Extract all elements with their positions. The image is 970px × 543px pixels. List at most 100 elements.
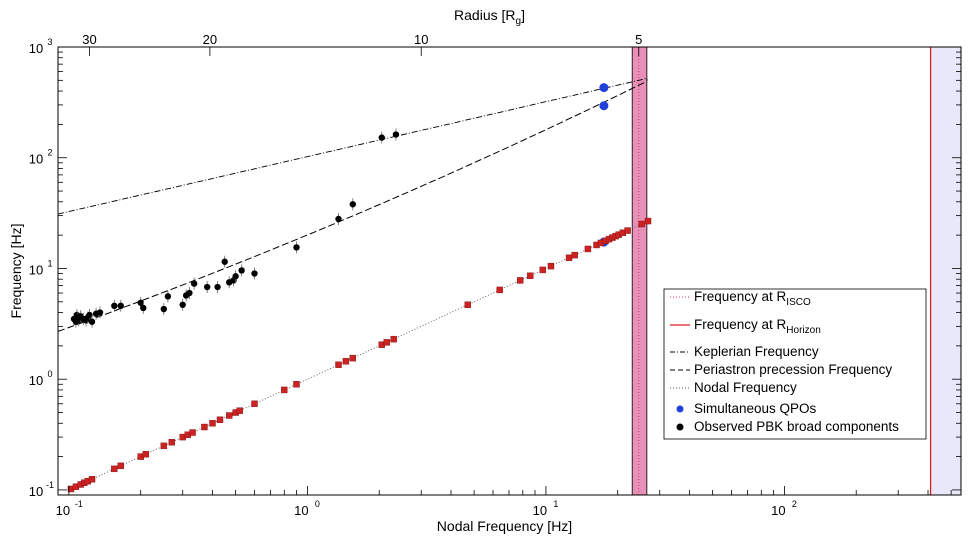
nodal-point — [390, 335, 397, 343]
pbk-point — [96, 309, 104, 316]
nodal-point — [160, 442, 168, 450]
pbk-point — [293, 244, 300, 251]
x-axis-label: Nodal Frequency [Hz] — [437, 518, 572, 534]
top-axis-label: Radius [Rg] — [454, 7, 525, 27]
legend-label: Periastron precession Frequency — [694, 362, 892, 377]
nodal-point — [516, 277, 524, 284]
plot-frame — [57, 46, 962, 496]
legend: Frequency at RISCO Frequency at RHorizon K… — [663, 288, 927, 440]
pbk-point — [238, 267, 245, 274]
nodal-point — [527, 272, 534, 279]
legend-swatch-pbk — [676, 423, 684, 431]
x-tick-label: 10 — [294, 503, 308, 518]
nodal-point — [216, 416, 224, 423]
y-tick-exponent: 1 — [47, 258, 52, 268]
top-tick-label: 5 — [635, 32, 642, 47]
pbk-point — [160, 305, 168, 313]
pbk-point — [232, 273, 239, 280]
pbk-point — [164, 293, 172, 300]
pbk-point — [88, 318, 96, 325]
pbk-point — [214, 283, 221, 291]
nodal-point — [644, 217, 652, 225]
x-tick-exponent: 2 — [792, 499, 797, 509]
y-tick-label: 10 — [29, 41, 43, 56]
x-tick-label: 10 — [771, 503, 785, 518]
keplerian-curve — [57, 77, 648, 215]
nodal-point — [539, 266, 546, 274]
y-tick-label: 10 — [29, 484, 43, 499]
legend-label: Simultaneous QPOs — [694, 401, 817, 416]
nodal-point — [209, 420, 216, 427]
pbk-point — [179, 301, 186, 308]
nodal-point — [168, 438, 175, 446]
nodal-point — [349, 354, 357, 362]
pbk-point — [137, 299, 144, 306]
y-tick-label: 10 — [29, 262, 43, 277]
y-tick-label: 10 — [29, 373, 43, 388]
legend-swatch-qpo — [676, 405, 684, 413]
x-tick-label: 10 — [533, 503, 547, 518]
x-tick-exponent: 1 — [553, 499, 558, 509]
axis-ticks: 10 -1 10 0 10 1 10 210 -110 010 110 210 3 30 20 10 5 — [29, 32, 961, 518]
nodal-point — [201, 423, 208, 431]
y-tick-exponent: 0 — [47, 369, 52, 379]
nodal-point — [571, 251, 578, 259]
model-curves — [57, 77, 649, 491]
top-tick-label: 30 — [82, 32, 96, 47]
nodal-point — [142, 451, 149, 458]
pbk-point — [111, 302, 118, 310]
nodal-point — [236, 407, 243, 414]
pbk-point — [378, 134, 385, 141]
y-tick-exponent: 2 — [47, 148, 52, 158]
pbk-point — [203, 283, 211, 291]
nodal-point — [496, 286, 503, 294]
nodal-point — [88, 476, 96, 483]
pbk-point — [117, 302, 124, 310]
nodal-point — [251, 400, 258, 407]
legend-box — [663, 288, 927, 440]
nodal-point — [547, 262, 555, 270]
frequency-bands — [631, 46, 961, 496]
top-tick-label: 10 — [414, 32, 428, 47]
nodal-point — [565, 254, 573, 261]
pbk-point — [190, 280, 198, 287]
pbk-point — [140, 304, 147, 312]
nodal-point — [624, 227, 631, 234]
isco-band — [631, 46, 648, 496]
nodal-point — [342, 358, 350, 365]
pbk-point — [392, 131, 400, 138]
nodal-point — [189, 429, 196, 436]
nodal-point — [638, 220, 645, 228]
x-tick-exponent: 0 — [315, 499, 320, 509]
nodal-curve — [68, 220, 649, 491]
nodal-point — [335, 361, 342, 368]
qpo-point — [599, 83, 609, 93]
y-tick-exponent: -1 — [46, 480, 54, 490]
periastron-curve — [57, 80, 648, 332]
x-tick-exponent: -1 — [75, 499, 83, 509]
pbk-point — [349, 201, 357, 208]
legend-label: Frequency at RISCO — [694, 289, 811, 308]
nodal-point — [293, 381, 300, 388]
pbk-point — [186, 289, 193, 297]
x-tick-label: 10 — [56, 503, 70, 518]
pbk-point — [86, 311, 93, 319]
nodal-point — [117, 462, 124, 470]
data-points — [67, 83, 652, 493]
nodal-point — [226, 412, 233, 419]
pbk-point — [335, 215, 342, 223]
legend-label: Observed PBK broad components — [694, 419, 899, 434]
legend-label: Frequency at RHorizon — [694, 317, 821, 336]
y-axis-label: Frequency [Hz] — [8, 224, 24, 319]
nodal-point — [383, 339, 390, 346]
pbk-point — [251, 270, 258, 277]
legend-label: Nodal Frequency — [694, 380, 797, 395]
nodal-point — [281, 386, 288, 394]
y-tick-exponent: 3 — [47, 37, 52, 47]
qpo-point — [599, 101, 609, 111]
nodal-point — [464, 301, 471, 308]
horizon-band — [930, 47, 961, 495]
y-tick-label: 10 — [29, 152, 43, 167]
nodal-point — [584, 245, 592, 253]
